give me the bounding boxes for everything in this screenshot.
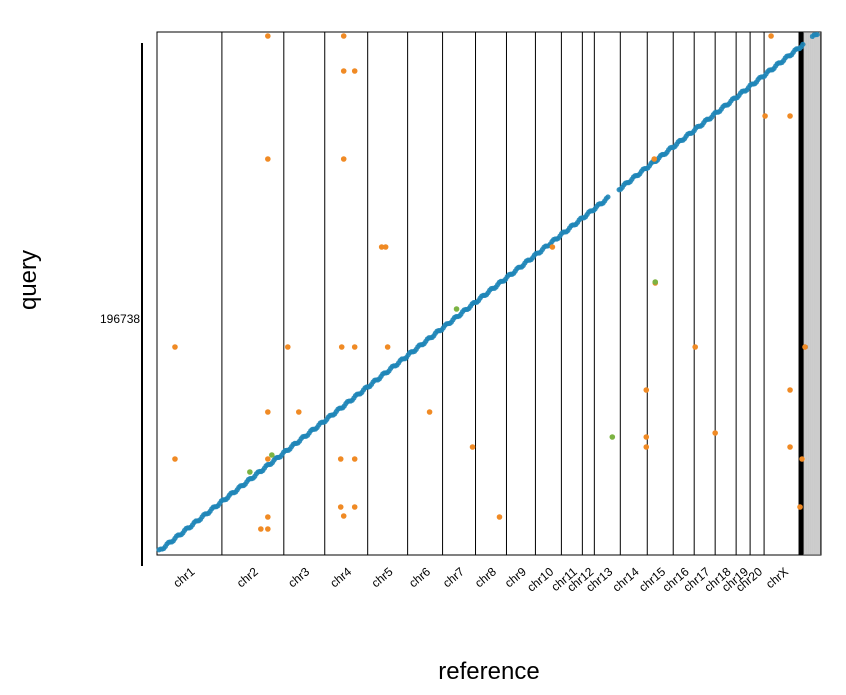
orange-point [768,33,774,39]
orange-point [295,409,302,415]
x-tick-label: chr14 [610,564,642,594]
orange-point [802,344,808,350]
y-axis: 196738 [100,43,143,566]
diagonal-point [814,31,820,38]
orange-point [643,434,650,440]
diagonal-point [800,41,806,47]
x-axis-title: reference [438,658,539,685]
x-tick-label: chr5 [369,564,396,590]
y-tick-label: 196738 [100,312,140,326]
x-tick-label: chr1 [170,564,197,590]
x-tick-label: chr4 [327,564,354,590]
orange-point [378,244,385,250]
orange-point [384,344,391,350]
x-tick-label: chrX [763,565,791,592]
orange-point [172,344,178,350]
y-axis-title: query [15,250,42,310]
orange-point [340,513,347,519]
orange-point [265,514,271,520]
x-tick-label: chr3 [285,564,312,590]
orange-point [172,456,178,462]
orange-point [265,156,271,162]
orange-point [762,113,768,119]
orange-point [651,156,658,162]
orange-point [549,244,556,250]
diagonal-alignment [156,31,820,553]
orange-point [797,504,803,510]
orange-point [351,68,358,74]
off-diagonal-points [172,33,808,532]
orange-point [340,68,347,74]
orange-point [265,33,271,39]
plot-frame [156,31,822,556]
green-point [247,469,253,475]
x-tick-label: chr2 [234,564,261,590]
orange-point [258,526,264,532]
x-tick-label: chr8 [472,564,499,590]
orange-point [340,156,347,162]
orange-point [338,344,345,350]
orange-point [643,387,650,393]
x-tick-label: chr6 [406,564,433,590]
x-tick-labels: chr1 chr2 chr3 chr4 chr5 chr6 chr7 chr8 chr9 chr1… [170,564,790,594]
orange-point [787,113,793,119]
orange-point [799,456,805,462]
orange-point [340,33,347,39]
orange-point [643,444,650,450]
orange-point [382,244,389,250]
orange-point [351,456,358,462]
orange-point [285,344,291,350]
orange-point [469,444,476,450]
green-point [269,452,275,458]
orange-point [265,456,271,462]
orange-point [265,526,271,532]
green-point [652,279,659,285]
orange-point [787,387,793,393]
orange-point [351,504,358,510]
orange-point [265,409,271,415]
orange-point [351,344,358,350]
orange-point [787,444,793,450]
orange-point [712,430,718,436]
green-point [609,434,616,440]
orange-point [496,514,503,520]
diagonal-point [605,194,611,200]
orange-point [426,409,433,415]
green-point [453,306,460,312]
orange-point [692,344,698,350]
chromosome-boundaries [221,32,821,555]
x-tick-label: chr9 [502,564,529,590]
orange-point [337,456,344,462]
x-tick-label: chr7 [440,564,467,590]
orange-point [337,504,344,510]
